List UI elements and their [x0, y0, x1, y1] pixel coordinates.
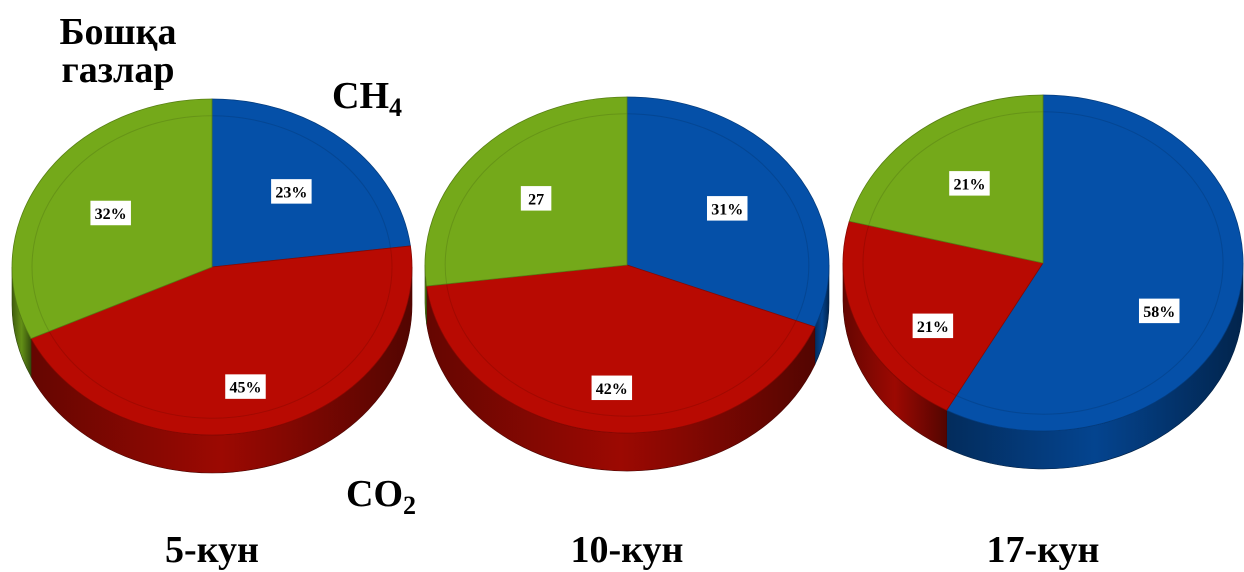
data-label-text: 42% [596, 381, 628, 398]
data-label-co2: 42% [590, 374, 634, 402]
data-label-box [911, 312, 955, 340]
slice-bevel-co2 [446, 283, 797, 417]
data-label-text: 21% [917, 319, 949, 336]
data-label-box [1137, 297, 1181, 325]
data-label-ch4: 31% [705, 194, 749, 223]
data-label-box [705, 194, 749, 223]
pie-chart-1: 23% 45% 32% 5-кун [11, 98, 413, 571]
data-label-co2: 45% [223, 372, 268, 401]
data-label-box [947, 169, 992, 198]
slice-bevel-other [444, 113, 628, 285]
data-label-box [223, 372, 268, 401]
data-label-box [88, 199, 133, 227]
data-label-text: 58% [1143, 304, 1175, 321]
slice-bevel-other [868, 111, 1044, 226]
ch4-annotation: CH4 [332, 75, 402, 122]
other-gases-annotation: Бошқа газлар [59, 11, 176, 91]
co2-annotation: CO2 [346, 473, 416, 520]
svg-text:CH4: CH4 [332, 75, 402, 122]
data-label-text: 27 [528, 191, 544, 208]
data-label-box [590, 374, 634, 402]
pie-chart-2: 31% 42% 27 10-кун [424, 96, 830, 571]
data-label-ch4: 23% [269, 177, 314, 206]
co2-label-base: CO [346, 473, 403, 515]
slice-bevel-ch4 [956, 111, 1224, 415]
chart-title: 10-кун [571, 529, 684, 571]
pie-chart-3: 58% 21% 21% 17-кун [842, 94, 1244, 571]
slice-bevel-ch4 [626, 113, 810, 321]
charts-layer: 23% 45% 32% 5-кун 31% 42% 27 10-кун 58% 21% 21% 17-… [11, 94, 1244, 571]
chart-title: 5-кун [165, 529, 259, 571]
data-label-box [269, 177, 314, 206]
data-label-other: 32% [88, 199, 133, 227]
data-label-other: 27 [519, 184, 553, 213]
data-label-ch4: 58% [1137, 297, 1181, 325]
data-label-other: 21% [947, 169, 992, 198]
data-label-co2: 21% [911, 312, 955, 340]
ch4-label-base: CH [332, 75, 389, 117]
data-label-text: 23% [275, 184, 307, 201]
slice-bevel-other [31, 115, 213, 332]
chart-title: 17-кун [987, 529, 1100, 571]
other-gases-label-line1: Бошқа [59, 11, 176, 53]
slice-bevel-co2 [48, 247, 393, 419]
slice-ch4 [946, 94, 1244, 432]
co2-label-subscript: 2 [403, 491, 416, 520]
other-gases-label-line2: газлар [62, 49, 175, 91]
slice-other [848, 94, 1044, 264]
slice-bevel-co2 [862, 225, 957, 396]
svg-text:CO2: CO2 [346, 473, 416, 520]
data-label-text: 21% [953, 176, 985, 193]
data-label-text: 31% [711, 201, 743, 218]
slice-bevel-ch4 [211, 115, 392, 249]
ch4-label-subscript: 4 [389, 93, 402, 122]
data-label-box [519, 184, 553, 213]
slice-co2 [426, 264, 816, 434]
slice-co2 [30, 245, 413, 436]
data-label-text: 45% [229, 380, 261, 397]
data-label-text: 32% [95, 206, 127, 223]
